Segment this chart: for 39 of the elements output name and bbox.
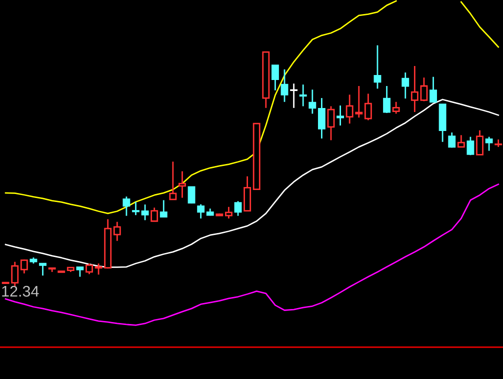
candlestick (485, 136, 493, 152)
candlestick (402, 72, 410, 100)
candlestick (308, 88, 316, 114)
candlestick (150, 206, 158, 222)
candlestick (271, 64, 279, 92)
candlestick (392, 101, 400, 114)
candlestick (225, 206, 232, 220)
candlestick (476, 130, 484, 156)
candlestick (280, 68, 288, 103)
candlestick (234, 200, 242, 217)
candlestick (141, 204, 149, 221)
candlestick (466, 136, 474, 156)
candlestick (76, 266, 84, 278)
candlestick (132, 201, 140, 216)
candlestick (430, 76, 437, 104)
candlestick (160, 199, 168, 218)
candlestick (336, 104, 344, 126)
candlestick (327, 106, 335, 141)
candlestick (410, 65, 418, 113)
candlestick (420, 76, 428, 102)
candlestick (188, 186, 196, 204)
candlestick (374, 44, 382, 90)
candlestick (86, 262, 93, 275)
candlestick (20, 258, 28, 274)
candlestick (244, 176, 252, 212)
candlestick (383, 85, 390, 114)
candlestick (290, 82, 298, 109)
annotation: 12.34 (2, 286, 39, 297)
candlestick (39, 262, 46, 276)
candlestick (113, 221, 121, 242)
candlestick (299, 84, 307, 107)
candlestick (457, 134, 465, 148)
candlestick (122, 196, 130, 217)
candlestick (364, 93, 372, 121)
candlestick (197, 204, 205, 220)
candlestick (169, 160, 177, 200)
candlestick (318, 97, 326, 140)
candlestick (448, 132, 456, 148)
candlestick (178, 170, 186, 198)
